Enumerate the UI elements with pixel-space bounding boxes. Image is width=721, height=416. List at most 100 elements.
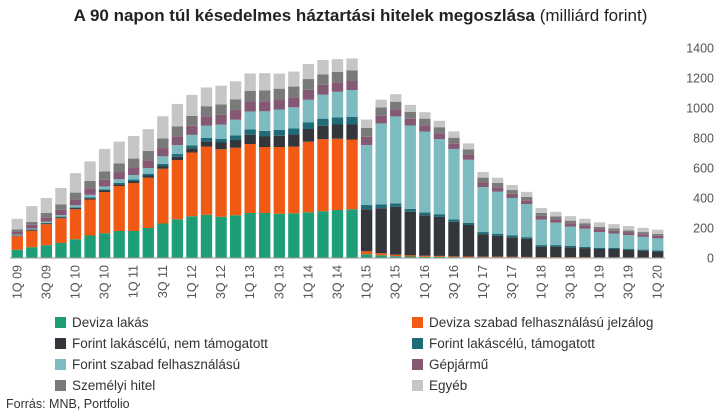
bar-segment [98, 186, 111, 190]
bar-segment [433, 216, 446, 256]
legend-swatch [412, 317, 423, 328]
bar-segment [550, 245, 562, 247]
bar-segment [346, 58, 358, 71]
bar-segment [259, 111, 271, 131]
legend-item: Forint lakáscélú, nem támogatott [55, 336, 268, 351]
bar-segment [521, 204, 533, 238]
bar-segment [157, 163, 169, 167]
x-tick-label: 1Q 17 [476, 265, 490, 299]
bar-segment [229, 99, 242, 110]
bar-segment [11, 249, 23, 258]
bar-segment [84, 161, 96, 181]
bar-segment [157, 148, 169, 157]
bar-segment [360, 136, 373, 146]
bar-segment [302, 64, 315, 80]
bar-segment [448, 137, 460, 144]
bar-segment [142, 228, 154, 258]
bar-segment [40, 223, 53, 225]
bar-segment [462, 256, 475, 258]
bar-segment [200, 214, 213, 258]
bar-segment [186, 115, 198, 126]
bar-segment [128, 175, 140, 180]
bar-segment [229, 119, 242, 136]
bar-segment [506, 256, 518, 258]
bar-segment [404, 256, 416, 258]
bar-segment [608, 224, 620, 229]
bar-segment [622, 226, 635, 231]
legend-swatch [412, 338, 423, 349]
bar-segment [157, 156, 169, 164]
bar-segment [550, 222, 562, 246]
bar-segment [186, 125, 198, 135]
bar-segment [390, 94, 402, 102]
bar-segment [142, 160, 154, 168]
bar-segment [462, 154, 475, 160]
bar-segment [579, 223, 591, 226]
bar-segment [491, 235, 504, 257]
bar-segment [419, 118, 431, 126]
bar-segment [652, 238, 664, 251]
x-tick-label: 3Q 16 [447, 265, 461, 299]
bar-segment [491, 177, 504, 183]
bar-segment [171, 219, 184, 258]
bar-segment [26, 206, 38, 222]
bar-segment [113, 163, 125, 173]
bar-segment [404, 104, 416, 112]
bar-segment [462, 225, 475, 257]
bar-segment [390, 256, 402, 258]
bar-segment [419, 212, 431, 216]
y-tick-label: 200 [693, 222, 714, 236]
legend-label: Gépjármű [429, 357, 489, 372]
bar-segment [273, 129, 285, 136]
bar-segment [448, 221, 460, 257]
bar-segment [11, 234, 23, 236]
bar-segment [40, 245, 53, 258]
x-tick-label: 3Q 10 [98, 265, 112, 299]
bar-segment [579, 248, 591, 258]
bar-segment [11, 235, 23, 237]
bar-segment [521, 237, 533, 239]
y-tick-label: 800 [693, 132, 714, 146]
legend-item: Forint szabad felhasználású [55, 357, 240, 372]
bar-segment [40, 198, 53, 213]
bar-segment [215, 124, 227, 139]
bar-segment [142, 173, 154, 176]
bar-segment [84, 198, 96, 200]
bar-segment [622, 235, 635, 249]
bar-segment [259, 147, 271, 213]
bar-segment [317, 60, 329, 75]
bar-segment [55, 217, 67, 219]
bar-segment [637, 234, 649, 237]
bar-segment [331, 210, 344, 258]
bar-segment [215, 114, 227, 125]
bar-segment [477, 234, 489, 257]
bar-segment [215, 104, 227, 115]
bar-segment [40, 221, 53, 223]
bar-segment [288, 134, 300, 147]
bar-segment [244, 213, 256, 258]
bar-segment [550, 246, 562, 258]
bar-segment [69, 192, 82, 200]
x-tick-label: 1Q 18 [534, 265, 548, 299]
bar-segment [244, 101, 256, 112]
bar-segment [608, 249, 620, 258]
legend-item: Deviza lakás [55, 315, 149, 330]
bar-segment [462, 159, 475, 223]
legend-label: Forint szabad felhasználású [72, 357, 241, 372]
bar-segment [302, 129, 315, 142]
bar-segment [200, 125, 213, 138]
bar-segment [375, 115, 387, 124]
bar-segment [98, 233, 111, 258]
bar-segment [113, 183, 125, 185]
bar-segment [360, 251, 373, 255]
bar-segment [331, 117, 344, 125]
bar-segment [259, 73, 271, 91]
y-tick-label: 600 [693, 162, 714, 176]
bar-segment [593, 226, 606, 230]
bar-segment [521, 238, 533, 257]
bar-segment [142, 177, 154, 228]
bar-segment [390, 116, 402, 204]
bar-segment [404, 118, 416, 126]
bar-segment [317, 94, 329, 119]
